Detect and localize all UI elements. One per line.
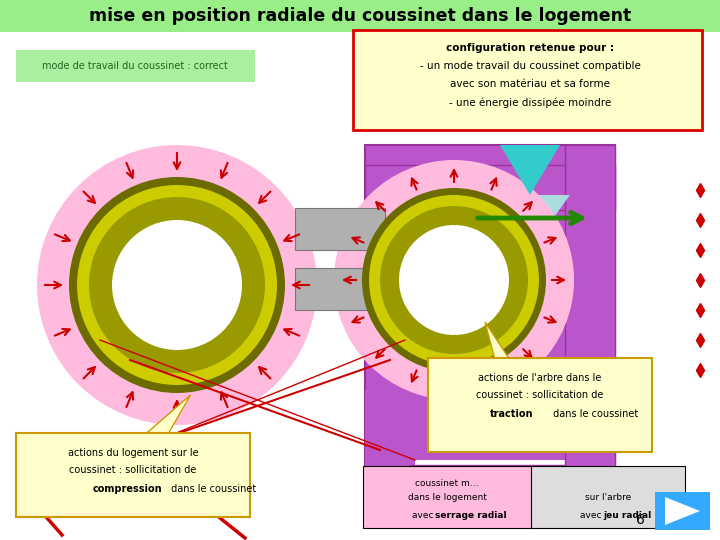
FancyBboxPatch shape — [363, 466, 532, 528]
FancyBboxPatch shape — [295, 208, 385, 250]
FancyBboxPatch shape — [365, 465, 615, 510]
FancyBboxPatch shape — [655, 492, 710, 530]
Polygon shape — [145, 395, 191, 435]
Text: dans le logement: dans le logement — [408, 494, 487, 503]
Text: 6: 6 — [636, 513, 644, 527]
Circle shape — [362, 188, 546, 372]
FancyBboxPatch shape — [428, 358, 652, 452]
Text: - une énergie dissipée moindre: - une énergie dissipée moindre — [449, 98, 611, 108]
Text: sur l'arbre: sur l'arbre — [585, 494, 631, 503]
Text: coussinet m…: coussinet m… — [415, 478, 479, 488]
Text: actions de l'arbre dans le: actions de l'arbre dans le — [478, 373, 602, 383]
Text: dans le coussinet: dans le coussinet — [550, 409, 638, 419]
Polygon shape — [485, 322, 510, 360]
FancyBboxPatch shape — [365, 145, 615, 510]
Text: mode de travail du coussinet : correct: mode de travail du coussinet : correct — [42, 61, 228, 71]
Circle shape — [334, 160, 574, 400]
Text: avec son matériau et sa forme: avec son matériau et sa forme — [450, 79, 610, 89]
FancyBboxPatch shape — [365, 165, 615, 210]
FancyBboxPatch shape — [16, 50, 255, 82]
FancyBboxPatch shape — [531, 466, 685, 528]
Circle shape — [369, 195, 539, 365]
Text: actions du logement sur le: actions du logement sur le — [68, 448, 198, 458]
Text: configuration retenue pour :: configuration retenue pour : — [446, 43, 614, 53]
Text: - un mode travail du coussinet compatible: - un mode travail du coussinet compatibl… — [420, 61, 640, 71]
Polygon shape — [665, 497, 700, 525]
Text: jeu radial: jeu radial — [603, 510, 652, 519]
FancyBboxPatch shape — [16, 433, 250, 517]
Text: avec: avec — [580, 510, 604, 519]
FancyBboxPatch shape — [353, 30, 702, 130]
Text: serrage radial: serrage radial — [435, 510, 507, 519]
Text: compression: compression — [93, 484, 163, 494]
Text: avec: avec — [412, 510, 436, 519]
Text: coussinet : sollicitation de: coussinet : sollicitation de — [477, 390, 603, 400]
Circle shape — [77, 185, 277, 385]
Circle shape — [69, 177, 285, 393]
Circle shape — [37, 145, 317, 425]
Circle shape — [399, 225, 509, 335]
Polygon shape — [500, 145, 560, 195]
Text: mise en position radiale du coussinet dans le logement: mise en position radiale du coussinet da… — [89, 7, 631, 25]
FancyBboxPatch shape — [295, 268, 385, 310]
Text: dans le coussinet: dans le coussinet — [168, 484, 256, 494]
FancyBboxPatch shape — [415, 460, 565, 490]
Text: traction: traction — [490, 409, 534, 419]
FancyBboxPatch shape — [0, 0, 720, 32]
FancyBboxPatch shape — [380, 165, 600, 490]
FancyBboxPatch shape — [365, 390, 410, 510]
Circle shape — [89, 197, 265, 373]
Circle shape — [380, 206, 528, 354]
FancyBboxPatch shape — [365, 205, 410, 325]
FancyBboxPatch shape — [565, 145, 615, 510]
Text: coussinet : sollicitation de: coussinet : sollicitation de — [69, 465, 197, 475]
Circle shape — [112, 220, 242, 350]
Polygon shape — [490, 195, 570, 250]
